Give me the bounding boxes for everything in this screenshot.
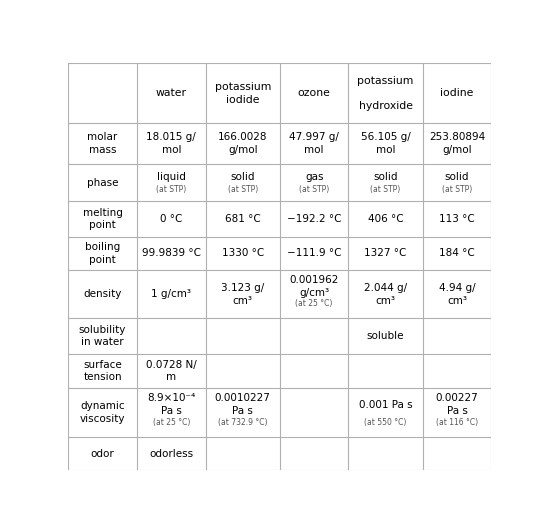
Text: boiling
point: boiling point [85, 242, 120, 265]
Text: melting
point: melting point [82, 208, 122, 230]
Text: 56.105 g/
mol: 56.105 g/ mol [361, 133, 411, 155]
Text: 0 °C: 0 °C [160, 214, 182, 224]
Text: −192.2 °C: −192.2 °C [287, 214, 341, 224]
Text: 18.015 g/
mol: 18.015 g/ mol [146, 133, 196, 155]
Text: molar
mass: molar mass [87, 133, 118, 155]
Text: 1327 °C: 1327 °C [364, 249, 407, 258]
Text: (at STP): (at STP) [442, 185, 472, 194]
Text: (at 116 °C): (at 116 °C) [436, 418, 478, 427]
Text: 166.0028
g/mol: 166.0028 g/mol [218, 133, 268, 155]
Text: 2.044 g/
cm³: 2.044 g/ cm³ [364, 283, 407, 306]
Text: odor: odor [91, 449, 115, 459]
Text: surface
tension: surface tension [83, 360, 122, 382]
Text: (at STP): (at STP) [156, 185, 186, 194]
Text: 681 °C: 681 °C [225, 214, 260, 224]
Text: 0.00227
Pa s: 0.00227 Pa s [436, 393, 478, 416]
Text: (at 732.9 °C): (at 732.9 °C) [218, 418, 268, 427]
Text: 0.001962
g/cm³: 0.001962 g/cm³ [289, 276, 339, 298]
Text: 99.9839 °C: 99.9839 °C [142, 249, 201, 258]
Text: −111.9 °C: −111.9 °C [287, 249, 341, 258]
Text: 47.997 g/
mol: 47.997 g/ mol [289, 133, 339, 155]
Text: density: density [84, 289, 122, 299]
Text: 0.001 Pa s: 0.001 Pa s [359, 400, 412, 410]
Text: (at STP): (at STP) [371, 185, 401, 194]
Text: (at STP): (at STP) [228, 185, 258, 194]
Text: (at 550 °C): (at 550 °C) [364, 418, 407, 427]
Text: gas: gas [305, 172, 323, 182]
Text: solubility
in water: solubility in water [79, 325, 126, 347]
Text: 253.80894
g/mol: 253.80894 g/mol [429, 133, 485, 155]
Text: ozone: ozone [298, 88, 330, 98]
Text: 113 °C: 113 °C [439, 214, 475, 224]
Text: 3.123 g/
cm³: 3.123 g/ cm³ [221, 283, 264, 306]
Text: water: water [156, 88, 187, 98]
Text: soluble: soluble [367, 331, 405, 341]
Text: 184 °C: 184 °C [439, 249, 475, 258]
Text: 0.0010227
Pa s: 0.0010227 Pa s [215, 393, 271, 416]
Text: 1 g/cm³: 1 g/cm³ [151, 289, 191, 299]
Text: odorless: odorless [149, 449, 193, 459]
Text: 406 °C: 406 °C [368, 214, 403, 224]
Text: solid: solid [230, 172, 255, 182]
Text: iodine: iodine [441, 88, 474, 98]
Text: solid: solid [445, 172, 470, 182]
Text: 0.0728 N/
m: 0.0728 N/ m [146, 360, 197, 382]
Text: 1330 °C: 1330 °C [222, 249, 264, 258]
Text: phase: phase [87, 177, 118, 187]
Text: 8.9×10⁻⁴
Pa s: 8.9×10⁻⁴ Pa s [147, 393, 195, 416]
Text: liquid: liquid [157, 172, 186, 182]
Text: solid: solid [373, 172, 398, 182]
Text: 4.94 g/
cm³: 4.94 g/ cm³ [439, 283, 476, 306]
Text: potassium
iodide: potassium iodide [215, 82, 271, 105]
Text: (at STP): (at STP) [299, 185, 329, 194]
Text: potassium

hydroxide: potassium hydroxide [358, 76, 414, 111]
Text: (at 25 °C): (at 25 °C) [295, 299, 333, 308]
Text: dynamic
viscosity: dynamic viscosity [80, 401, 126, 423]
Text: (at 25 °C): (at 25 °C) [152, 418, 190, 427]
